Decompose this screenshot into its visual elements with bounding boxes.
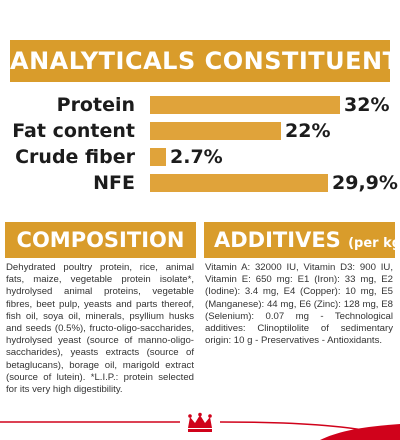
row-nfe: NFE 29,9% [0, 170, 400, 196]
analytical-constituents-title: ANALYTICALS CONSTITUENTS [10, 47, 390, 75]
row-crude-fiber: Crude fiber 2.7% [0, 144, 400, 170]
composition-text: Dehydrated poultry protein, rice, animal… [6, 262, 194, 396]
additives-banner: ADDITIVES (per kg) [204, 222, 395, 258]
row-label: Protein [56, 94, 135, 116]
row-protein: Protein 32% [0, 92, 400, 118]
value-bar [150, 148, 166, 166]
analytical-constituents-banner: ANALYTICALS CONSTITUENTS [10, 40, 390, 82]
row-fat-content: Fat content 22% [0, 118, 400, 144]
additives-text: Vitamin A: 32000 IU, Vitamin D3: 900 IU,… [205, 262, 393, 347]
value-bar [150, 96, 340, 114]
value-bar [150, 122, 281, 140]
composition-banner: COMPOSITION [5, 222, 196, 258]
additives-title: ADDITIVES [214, 228, 341, 252]
value-bar [150, 174, 328, 192]
row-label: NFE [93, 172, 135, 194]
row-value: 29,9% [332, 172, 398, 194]
row-value: 22% [285, 120, 331, 142]
composition-title: COMPOSITION [16, 228, 185, 252]
footer-brand-line [0, 421, 400, 440]
row-label: Crude fiber [15, 146, 135, 168]
additives-subtitle: (per kg) [348, 236, 395, 251]
crown-logo-icon [188, 412, 212, 432]
row-label: Fat content [12, 120, 135, 142]
row-value: 32% [344, 94, 390, 116]
row-value: 2.7% [170, 146, 223, 168]
